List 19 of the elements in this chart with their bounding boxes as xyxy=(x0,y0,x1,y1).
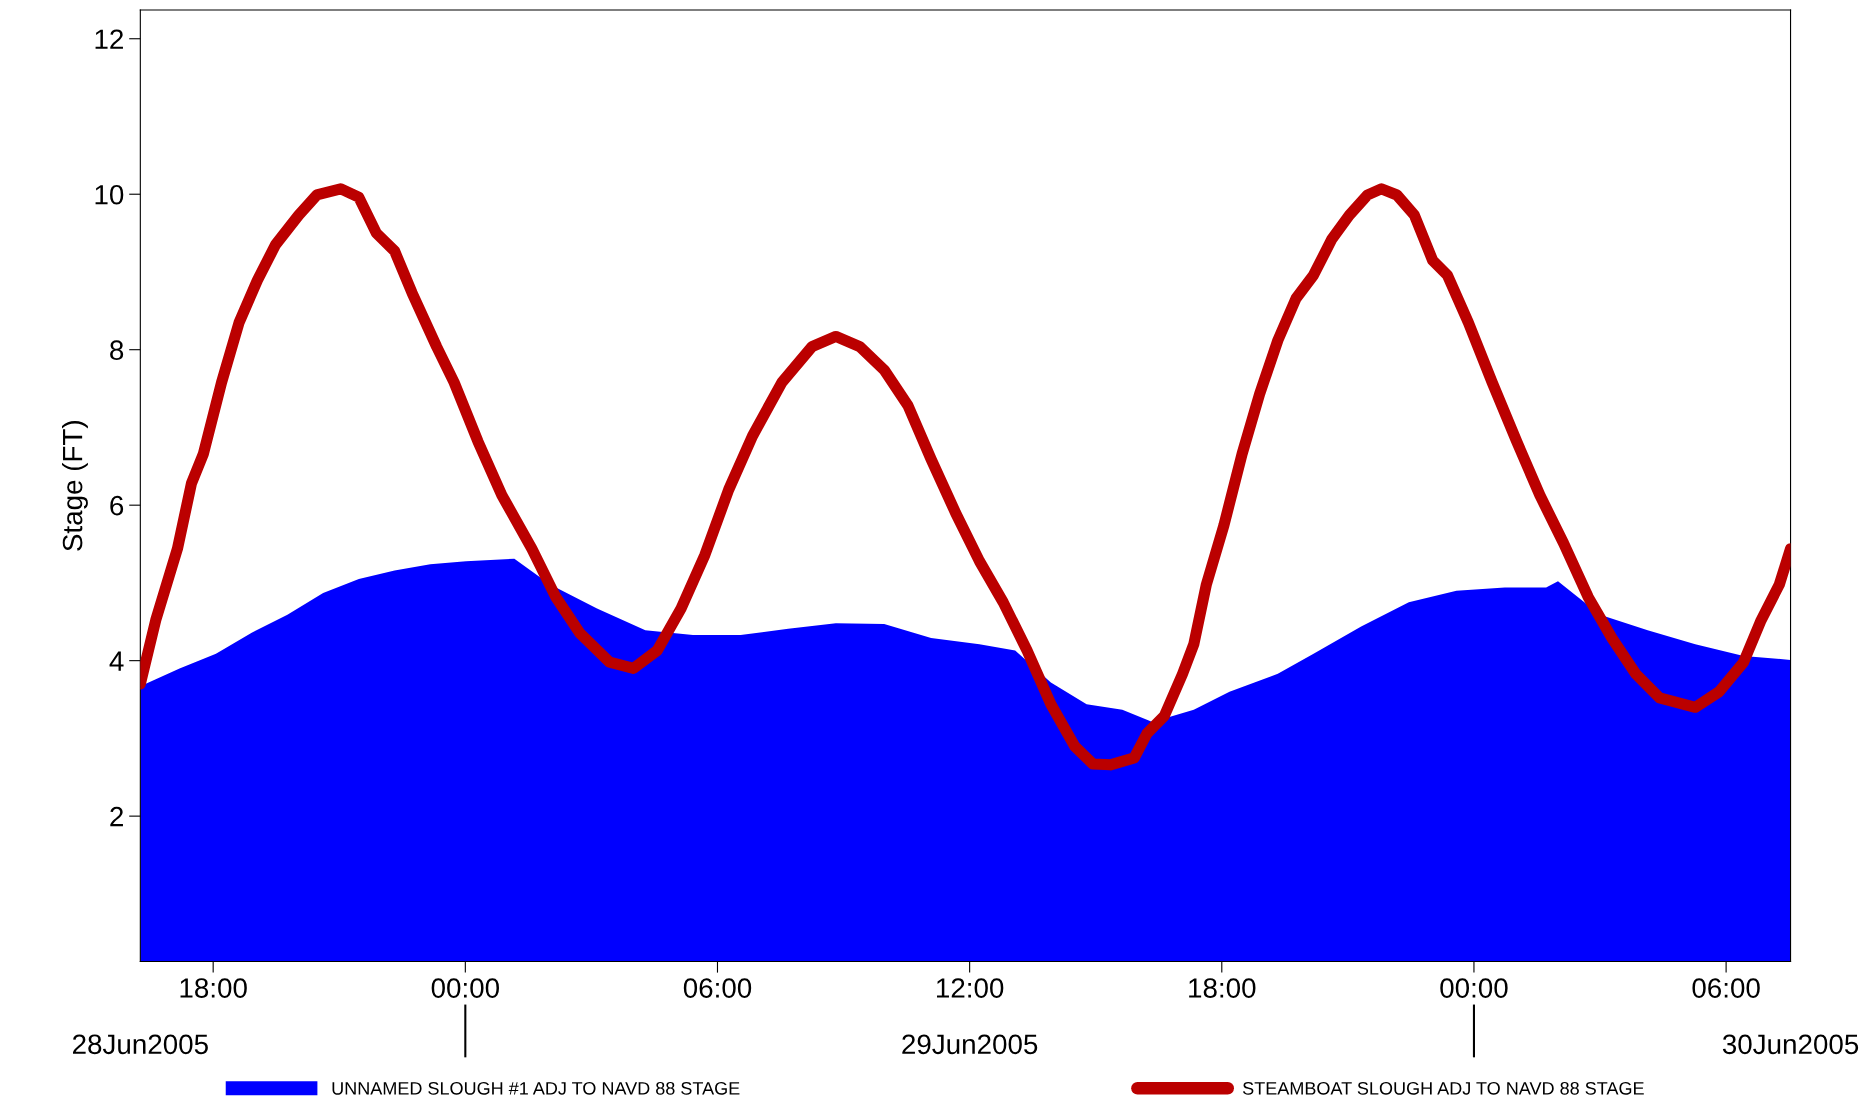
x2-tick-label: 30Jun2005 xyxy=(1722,1034,1859,1055)
y-tick-label: 2 xyxy=(110,806,123,827)
x2-tick-label: 28Jun2005 xyxy=(72,1034,208,1055)
x-tick-label: 06:00 xyxy=(1692,978,1760,998)
x-tick-label: 00:00 xyxy=(431,978,499,998)
x-tick-label: 00:00 xyxy=(1440,978,1508,998)
y-tick-label: 8 xyxy=(110,340,124,361)
y-tick-label: 10 xyxy=(95,184,124,205)
y-axis-title: Stage (FT) xyxy=(62,421,88,551)
y-tick-label: 12 xyxy=(95,29,123,49)
x-tick-label: 18:00 xyxy=(1189,978,1256,998)
x-tick-label: 06:00 xyxy=(683,978,752,998)
x-tick-label: 12:00 xyxy=(937,978,1004,998)
legend-label: UNNAMED SLOUGH #1 ADJ TO NAVD 88 STAGE xyxy=(332,1081,740,1095)
x-tick-label: 18:00 xyxy=(180,978,247,998)
y-tick-label: 6 xyxy=(110,495,124,516)
x2-tick-label: 29Jun2005 xyxy=(902,1034,1038,1055)
y-tick-label: 4 xyxy=(109,651,124,671)
legend-label: STEAMBOAT SLOUGH ADJ TO NAVD 88 STAGE xyxy=(1242,1081,1644,1095)
